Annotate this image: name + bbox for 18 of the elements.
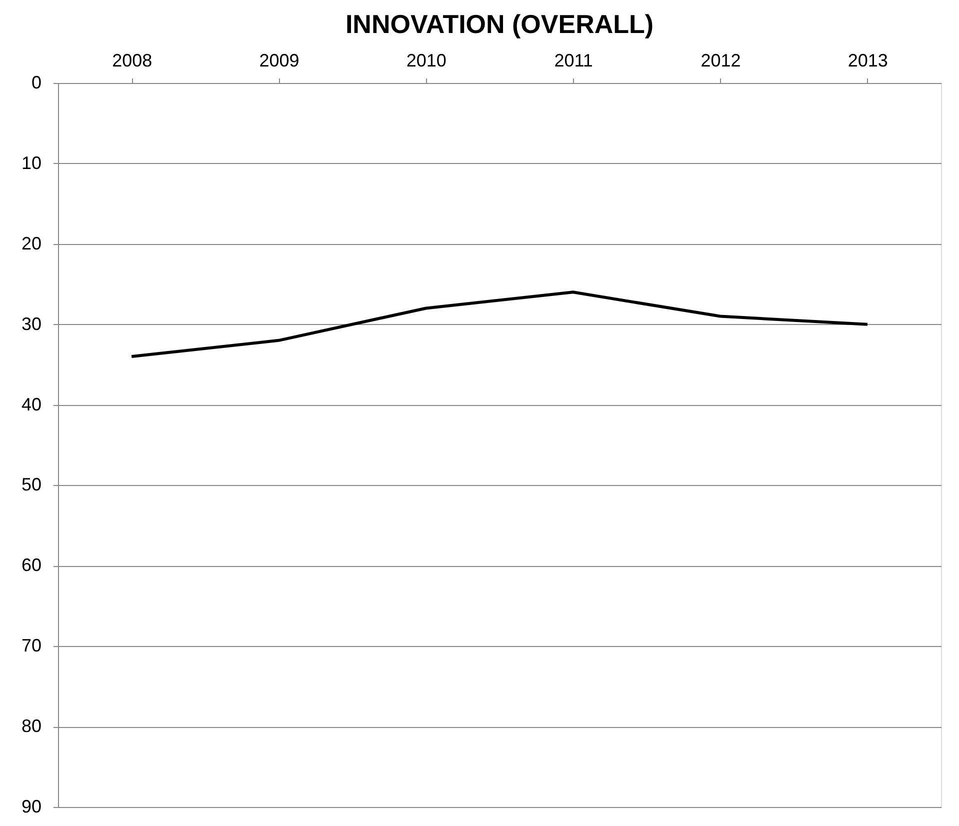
y-tick-label: 10	[21, 152, 42, 173]
x-tick-label: 2008	[112, 50, 152, 70]
x-tick-label: 2013	[848, 50, 888, 70]
y-tick-label: 60	[21, 555, 42, 576]
y-tick-label: 70	[21, 636, 42, 656]
y-tick-label: 50	[21, 474, 42, 495]
chart-title: INNOVATION (OVERALL)	[345, 9, 654, 39]
x-tick-label: 2009	[259, 50, 300, 70]
y-tick-label: 30	[21, 314, 42, 334]
x-tick-label: 2011	[554, 50, 593, 70]
y-tick-label: 90	[21, 796, 42, 816]
y-tick-label: 80	[21, 716, 42, 736]
x-tick-label: 2010	[406, 50, 446, 70]
line-series	[130, 290, 869, 358]
y-tick-label: 20	[21, 233, 42, 254]
y-tick-label: 40	[21, 394, 42, 414]
x-tick-label: 2012	[700, 50, 741, 70]
y-tick-label: 0	[31, 72, 42, 92]
